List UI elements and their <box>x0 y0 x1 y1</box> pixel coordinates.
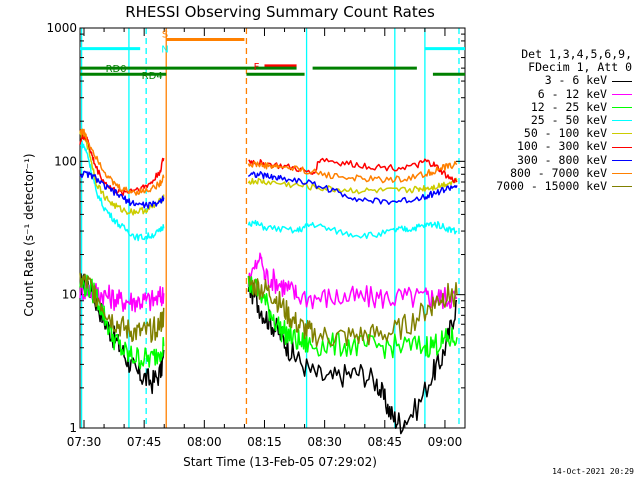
series-line-300-800-kev <box>247 171 458 205</box>
series-line-50-100-kev <box>247 177 458 195</box>
legend-label: 800 - 7000 keV <box>510 165 607 180</box>
x-tick-label: 08:30 <box>307 435 342 449</box>
state-bar-label: RD0 <box>106 64 127 75</box>
plot-frame <box>79 27 466 429</box>
legend-swatch <box>612 146 632 148</box>
legend-entry: 50 - 100 keV <box>462 127 632 140</box>
x-tick-label: 09:00 <box>428 435 463 449</box>
legend-swatch <box>612 106 632 108</box>
legend-entry: 800 - 7000 keV <box>462 165 632 180</box>
series-line-300-800-kev <box>79 170 165 209</box>
series-line-50-100-kev <box>79 131 165 216</box>
legend-swatch <box>612 80 632 82</box>
state-bar-label: S <box>162 29 168 40</box>
legend-entry: 25 - 50 keV <box>462 113 632 128</box>
legend-swatch <box>612 93 632 95</box>
state-bar-label: F <box>254 62 260 73</box>
series-line-800-7000-kev <box>247 160 458 184</box>
legend-swatch <box>612 172 632 174</box>
y-tick-label: 100 <box>54 154 77 168</box>
legend-swatch <box>612 186 632 188</box>
legend-entry: 100 - 300 keV <box>462 140 632 153</box>
x-axis-label: Start Time (13-Feb-05 07:29:02) <box>183 455 377 469</box>
legend: Det 1,3,4,5,6,9, FDecim 1, Att 0 3 - 6 k… <box>462 47 632 194</box>
series-line-25-50-kev <box>79 140 165 242</box>
y-tick-label: 1000 <box>46 21 77 35</box>
legend-label: 25 - 50 keV <box>530 113 607 128</box>
legend-label: 3 - 6 keV <box>544 73 607 88</box>
state-bar-label: RD4 <box>142 71 163 82</box>
legend-label: 7000 - 15000 keV <box>496 179 607 194</box>
legend-entry: 6 - 12 keV <box>462 86 632 101</box>
series-line-3-6-kev <box>247 277 457 435</box>
x-tick-label: 07:30 <box>67 435 102 449</box>
series-line-7000-15000-kev <box>79 272 165 343</box>
legend-header: Det 1,3,4,5,6,9, <box>521 47 632 61</box>
state-bar-label: N <box>161 45 168 56</box>
y-tick-label: 10 <box>62 288 77 302</box>
series-line-6-12-kev <box>247 252 458 310</box>
legend-label: 50 - 100 keV <box>523 126 607 141</box>
x-tick-label: 08:45 <box>367 435 402 449</box>
legend-swatch <box>612 120 632 122</box>
legend-entry: 12 - 25 keV <box>462 99 632 114</box>
legend-label: 6 - 12 keV <box>537 86 607 101</box>
legend-header: FDecim 1, Att 0 <box>528 60 632 75</box>
legend-entry: 7000 - 15000 keV <box>462 179 632 194</box>
x-tick-label: 08:15 <box>247 435 282 449</box>
legend-label: 12 - 25 keV <box>530 99 607 114</box>
legend-entry: 3 - 6 keV <box>462 74 632 87</box>
y-tick-label: 1 <box>69 421 77 435</box>
legend-label: 100 - 300 keV <box>516 139 607 154</box>
chart-title: RHESSI Observing Summary Count Rates <box>125 3 435 21</box>
y-axis-label: Count Rate (s⁻¹ detector⁻¹) <box>22 153 36 316</box>
series-line-25-50-kev <box>247 219 458 240</box>
series-line-800-7000-kev <box>79 128 165 196</box>
legend-entry: 300 - 800 keV <box>462 152 632 167</box>
legend-swatch <box>612 159 632 161</box>
legend-label: 300 - 800 keV <box>516 152 607 167</box>
x-tick-label: 08:00 <box>187 435 222 449</box>
series-line-7000-15000-kev <box>248 275 458 348</box>
legend-swatch <box>612 133 632 135</box>
x-tick-label: 07:45 <box>127 435 162 449</box>
timestamp: 14-Oct-2021 20:29 <box>552 467 634 476</box>
